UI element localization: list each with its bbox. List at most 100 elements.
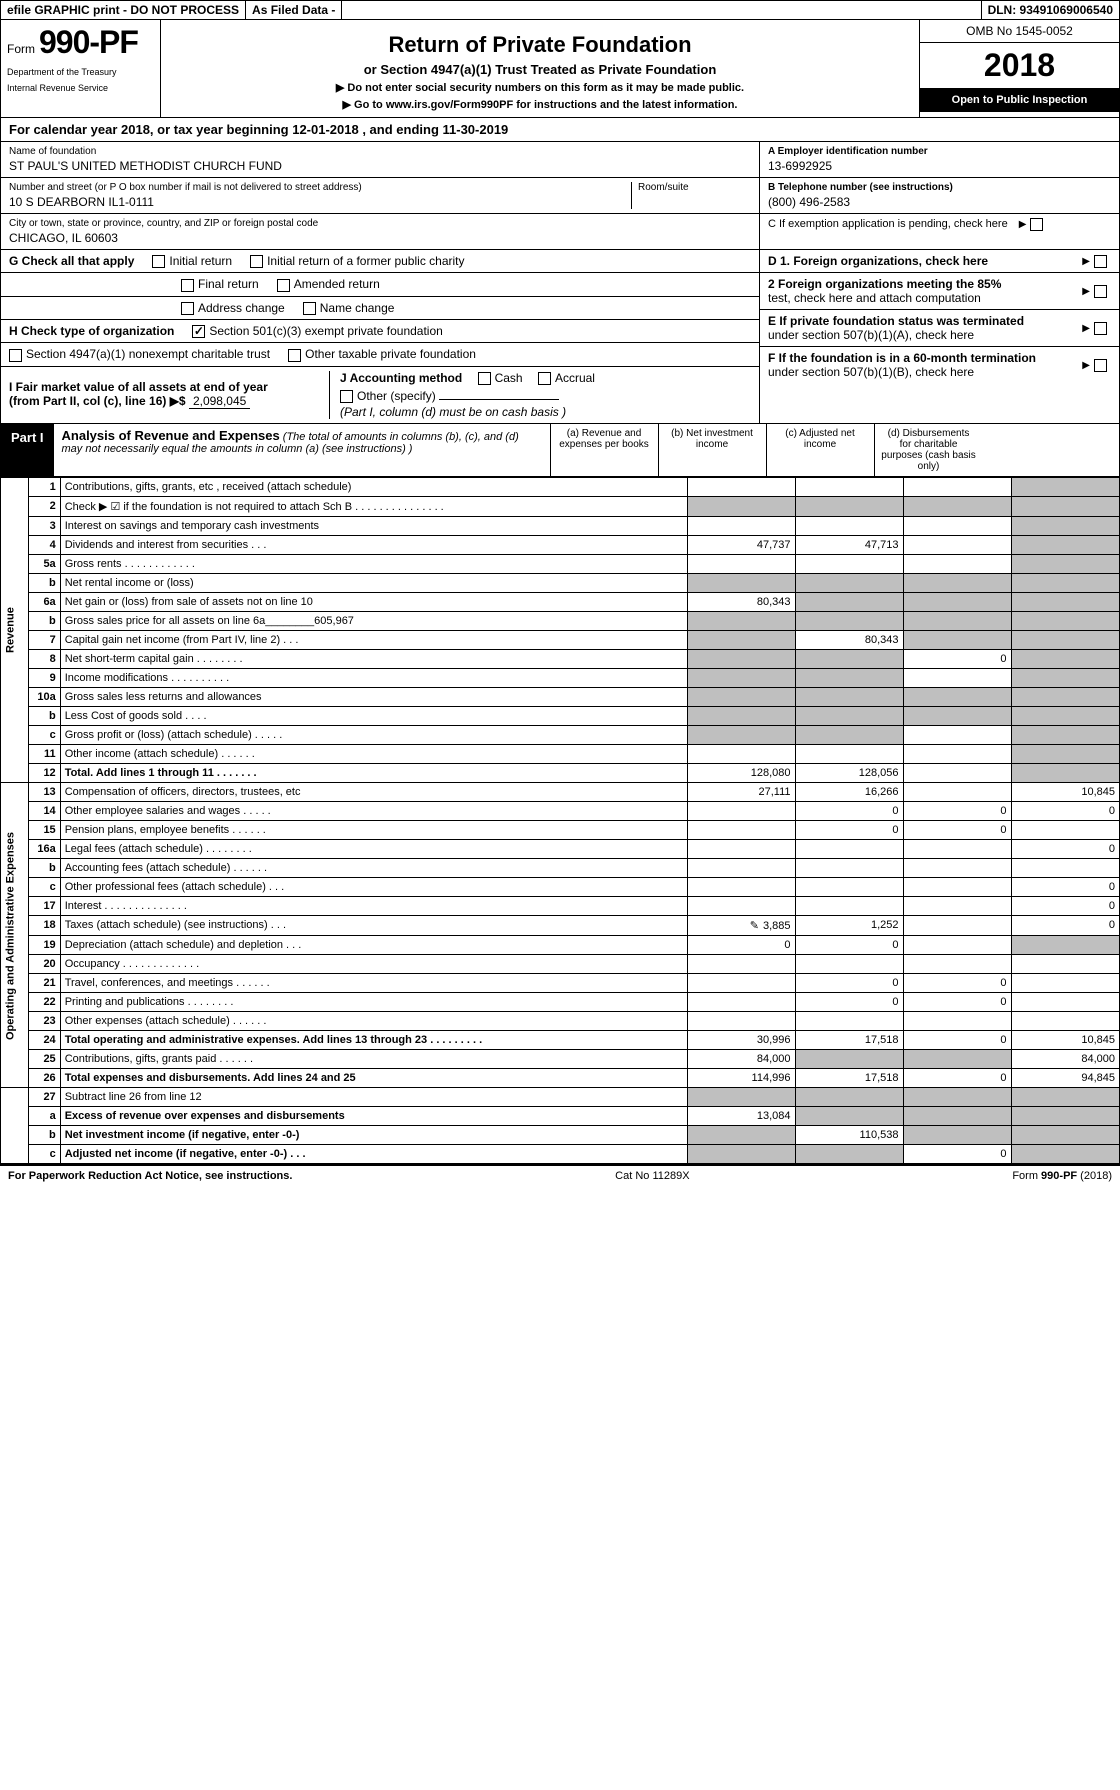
col-val	[687, 631, 795, 650]
open-public-badge: Open to Public Inspection	[920, 88, 1119, 112]
col-val	[903, 707, 1011, 726]
col-val: 0	[903, 1145, 1011, 1164]
col-val	[795, 497, 903, 517]
col-val: 17,518	[795, 1069, 903, 1088]
f-checkbox[interactable]	[1082, 359, 1111, 372]
ck-other-method[interactable]	[340, 390, 353, 403]
row-number: 8	[28, 650, 60, 669]
row-number: 25	[28, 1050, 60, 1069]
row-desc: Total operating and administrative expen…	[60, 1031, 687, 1050]
col-val	[903, 1088, 1011, 1107]
col-val	[1011, 593, 1119, 612]
row-number: b	[28, 1126, 60, 1145]
g-name-change: Name change	[320, 301, 395, 315]
row-number: 15	[28, 821, 60, 840]
ck-accrual[interactable]	[538, 372, 551, 385]
table-row: 16aLegal fees (attach schedule) . . . . …	[1, 840, 1119, 859]
ck-501c3[interactable]	[192, 325, 205, 338]
d2-checkbox[interactable]	[1082, 285, 1111, 298]
ck-name-change[interactable]	[303, 302, 316, 315]
form-header: Form 990-PF Department of the Treasury I…	[1, 20, 1119, 118]
col-val	[687, 650, 795, 669]
col-val	[687, 1145, 795, 1164]
col-val: 80,343	[795, 631, 903, 650]
table-row: 20Occupancy . . . . . . . . . . . . .	[1, 955, 1119, 974]
col-val	[1011, 955, 1119, 974]
col-val	[903, 631, 1011, 650]
row-number: b	[28, 612, 60, 631]
ck-addr-change[interactable]	[181, 302, 194, 315]
col-val	[1011, 764, 1119, 783]
row-desc: Gross profit or (loss) (attach schedule)…	[60, 726, 687, 745]
col-a: (a) Revenue and expenses per books	[551, 424, 659, 476]
row-desc: Contributions, gifts, grants paid . . . …	[60, 1050, 687, 1069]
col-val	[1011, 974, 1119, 993]
row-number: 11	[28, 745, 60, 764]
j-other: Other (specify)	[357, 389, 436, 403]
ck-initial-former[interactable]	[250, 255, 263, 268]
col-val: 16,266	[795, 783, 903, 802]
e-checkbox[interactable]	[1082, 322, 1111, 335]
h-4947: Section 4947(a)(1) nonexempt charitable …	[26, 347, 270, 361]
table-row: 8Net short-term capital gain . . . . . .…	[1, 650, 1119, 669]
section-g-block: G Check all that apply Initial return In…	[1, 250, 1119, 424]
ssn-notice: ▶ Do not enter social security numbers o…	[171, 81, 909, 94]
col-val	[795, 878, 903, 897]
table-row: 15Pension plans, employee benefits . . .…	[1, 821, 1119, 840]
irs-link[interactable]: www.irs.gov/Form990PF	[386, 99, 513, 111]
col-val	[903, 574, 1011, 593]
col-val: 0	[1011, 878, 1119, 897]
col-val	[687, 897, 795, 916]
dept-irs: Internal Revenue Service	[7, 83, 154, 93]
ck-initial[interactable]	[152, 255, 165, 268]
col-val: 10,845	[1011, 783, 1119, 802]
row-desc: Net rental income or (loss)	[60, 574, 687, 593]
col-val	[795, 897, 903, 916]
city-value: CHICAGO, IL 60603	[9, 229, 751, 245]
col-val	[687, 955, 795, 974]
ck-cash[interactable]	[478, 372, 491, 385]
col-val: 0	[903, 1031, 1011, 1050]
row-number: 17	[28, 897, 60, 916]
col-val	[1011, 688, 1119, 707]
col-val	[1011, 936, 1119, 955]
col-val	[1011, 669, 1119, 688]
row-number: 7	[28, 631, 60, 650]
expenses-sidebar: Operating and Administrative Expenses	[1, 783, 28, 1088]
phone-label: B Telephone number (see instructions)	[768, 182, 1111, 193]
col-val	[903, 783, 1011, 802]
col-val	[903, 897, 1011, 916]
row-desc: Other income (attach schedule) . . . . .…	[60, 745, 687, 764]
col-val: 110,538	[795, 1126, 903, 1145]
ck-4947[interactable]	[9, 349, 22, 362]
g-initial-former: Initial return of a former public charit…	[267, 254, 464, 268]
exemption-label: C If exemption application is pending, c…	[768, 218, 1008, 230]
col-val	[687, 478, 795, 497]
table-row: 21Travel, conferences, and meetings . . …	[1, 974, 1119, 993]
exemption-checkbox[interactable]	[1019, 218, 1048, 231]
col-val	[903, 669, 1011, 688]
col-val	[687, 688, 795, 707]
row-number: 21	[28, 974, 60, 993]
row-number: c	[28, 726, 60, 745]
e1: E If private foundation status was termi…	[768, 314, 1024, 328]
row-desc: Other professional fees (attach schedule…	[60, 878, 687, 897]
header-center: Return of Private Foundation or Section …	[161, 20, 919, 117]
row-number: 22	[28, 993, 60, 1012]
col-val	[795, 612, 903, 631]
topbar: efile GRAPHIC print - DO NOT PROCESS As …	[1, 1, 1119, 20]
row-number: a	[28, 1107, 60, 1126]
row-number: c	[28, 878, 60, 897]
col-val: 1,252	[795, 916, 903, 936]
col-val: 0	[795, 936, 903, 955]
col-val	[1011, 745, 1119, 764]
col-b: (b) Net investment income	[659, 424, 767, 476]
col-val: 128,056	[795, 764, 903, 783]
col-val	[795, 650, 903, 669]
ck-final[interactable]	[181, 279, 194, 292]
d1-checkbox[interactable]	[1082, 255, 1111, 268]
row-number: b	[28, 859, 60, 878]
ck-other-tax[interactable]	[288, 349, 301, 362]
ck-amended[interactable]	[277, 279, 290, 292]
col-val: 0	[903, 993, 1011, 1012]
